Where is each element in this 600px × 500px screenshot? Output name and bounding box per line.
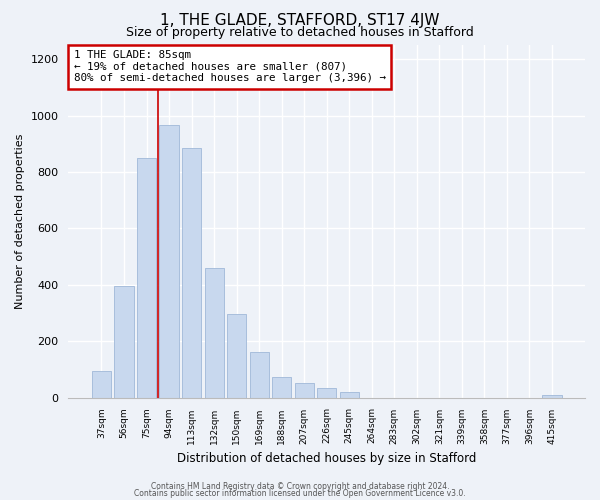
Bar: [317, 388, 336, 398]
Bar: [160, 126, 179, 398]
Bar: [340, 392, 359, 398]
Text: Contains public sector information licensed under the Open Government Licence v3: Contains public sector information licen…: [134, 490, 466, 498]
Text: 1, THE GLADE, STAFFORD, ST17 4JW: 1, THE GLADE, STAFFORD, ST17 4JW: [160, 12, 440, 28]
Bar: [115, 286, 134, 398]
X-axis label: Distribution of detached houses by size in Stafford: Distribution of detached houses by size …: [177, 452, 476, 465]
Bar: [182, 148, 201, 398]
Bar: [542, 396, 562, 398]
Bar: [137, 158, 156, 398]
Bar: [205, 268, 224, 398]
Bar: [92, 371, 111, 398]
Bar: [272, 378, 291, 398]
Bar: [227, 314, 246, 398]
Text: Size of property relative to detached houses in Stafford: Size of property relative to detached ho…: [126, 26, 474, 39]
Y-axis label: Number of detached properties: Number of detached properties: [15, 134, 25, 309]
Bar: [250, 352, 269, 398]
Text: 1 THE GLADE: 85sqm
← 19% of detached houses are smaller (807)
80% of semi-detach: 1 THE GLADE: 85sqm ← 19% of detached hou…: [74, 50, 386, 84]
Text: Contains HM Land Registry data © Crown copyright and database right 2024.: Contains HM Land Registry data © Crown c…: [151, 482, 449, 491]
Bar: [295, 383, 314, 398]
